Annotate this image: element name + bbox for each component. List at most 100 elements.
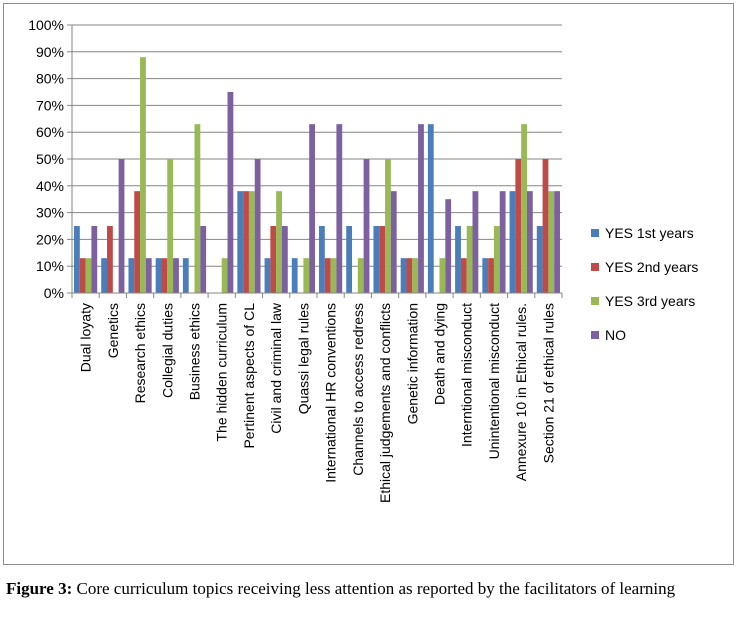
bar: [455, 226, 461, 293]
y-tick-label: 30%: [36, 205, 64, 221]
y-tick-label: 90%: [36, 44, 64, 60]
x-tick-label: Business ethics: [187, 303, 203, 400]
bar: [248, 191, 255, 293]
bar: [548, 191, 555, 293]
bar: [460, 258, 467, 293]
bar: [74, 226, 80, 293]
legend-label: YES 2nd years: [605, 259, 698, 275]
y-axis-ticks: 0% 10% 20% 30% 40% 50% 60% 70% 80% 90% 100%: [28, 17, 64, 301]
bar: [439, 258, 446, 293]
bar: [227, 92, 234, 293]
x-tick-label: Research ethics: [132, 303, 148, 403]
x-tick-label: Interntional misconduct: [459, 303, 475, 447]
bar: [161, 258, 168, 293]
legend-label: YES 1st years: [605, 225, 694, 241]
figure-caption: Figure 3: Core curriculum topics receivi…: [6, 578, 736, 600]
bar: [182, 258, 189, 293]
x-tick-label: Ethical judgements and conflicts: [377, 303, 393, 503]
bar: [155, 258, 162, 293]
bar: [85, 258, 92, 293]
bar: [406, 258, 413, 293]
legend: YES 1st years YES 2nd years YES 3rd years N…: [591, 225, 698, 343]
bar: [330, 258, 337, 293]
y-tick-label: 100%: [28, 17, 64, 33]
bar: [107, 226, 113, 293]
bar: [488, 258, 494, 293]
y-tick-label: 0%: [44, 285, 64, 301]
bar: [412, 258, 419, 293]
legend-swatch: [591, 229, 599, 237]
bar: [91, 226, 98, 293]
bar: [319, 226, 325, 293]
bar: [373, 226, 380, 293]
bar: [167, 159, 174, 293]
legend-swatch: [591, 297, 599, 305]
bar: [303, 258, 310, 293]
bar: [472, 191, 479, 293]
bar: [281, 226, 288, 293]
y-tick-label: 40%: [36, 178, 64, 194]
bars: [74, 57, 560, 293]
bar: [536, 226, 543, 293]
bar: [128, 258, 135, 293]
y-tick-label: 80%: [36, 71, 64, 87]
bar: [521, 124, 527, 293]
bar: [200, 226, 207, 293]
legend-swatch: [591, 331, 599, 339]
bar: [357, 258, 364, 293]
x-tick-label: Civil and criminal law: [268, 302, 284, 434]
gridlines: [72, 24, 562, 267]
x-tick-label: Death and dying: [432, 303, 448, 405]
bar: [526, 191, 533, 293]
bar: [243, 191, 249, 293]
axes: [67, 24, 563, 298]
bar: [270, 226, 277, 293]
bar: [427, 124, 434, 293]
bar: [140, 57, 146, 293]
y-tick-label: 20%: [36, 231, 64, 247]
bar: [309, 124, 315, 293]
x-tick-label: Genetics: [105, 303, 121, 358]
bar: [134, 191, 141, 293]
bar: [385, 159, 391, 293]
bar: [194, 124, 201, 293]
y-tick-label: 60%: [36, 124, 64, 140]
y-tick-label: 70%: [36, 97, 64, 113]
bar: [515, 159, 522, 293]
x-tick-label: Unintentional misconduct: [486, 303, 502, 460]
bar-chart: 0% 10% 20% 30% 40% 50% 60% 70% 80% 90% 100% Dual l…: [28, 17, 698, 503]
bar: [237, 191, 244, 293]
bar: [324, 258, 331, 293]
x-axis-ticks: Dual loyaty Genetics Research ethics Colleg…: [78, 302, 557, 503]
y-tick-label: 10%: [36, 258, 64, 274]
x-tick-label: International HR conventions: [323, 303, 339, 483]
legend-swatch: [591, 263, 599, 271]
y-tick-label: 50%: [36, 151, 64, 167]
bar: [418, 124, 424, 293]
legend-label: NO: [605, 327, 626, 343]
caption-text: Core curriculum topics receiving less at…: [72, 579, 676, 598]
bar: [466, 226, 473, 293]
bar: [336, 124, 343, 293]
bar: [445, 199, 452, 293]
x-tick-label: Quassi legal rules: [295, 303, 311, 414]
bar: [145, 258, 152, 293]
x-tick-label: Pertinent aspects of CL: [241, 303, 257, 449]
bar: [499, 191, 506, 293]
bar: [276, 191, 282, 293]
x-tick-label: The hidden curriculum: [214, 303, 230, 442]
bar: [363, 159, 370, 293]
bar: [554, 191, 560, 293]
bar: [509, 191, 516, 293]
bar: [346, 226, 353, 293]
x-tick-label: Channels to access redress: [350, 303, 366, 476]
caption-label: Figure 3:: [6, 579, 73, 598]
x-tick-label: Collegial duties: [159, 303, 175, 398]
bar: [221, 258, 228, 293]
bar: [493, 226, 500, 293]
bar: [118, 159, 125, 293]
x-tick-label: Section 21 of ethical rules: [540, 303, 556, 463]
legend-label: YES 3rd years: [605, 293, 695, 309]
bar: [379, 226, 386, 293]
bar: [79, 258, 86, 293]
